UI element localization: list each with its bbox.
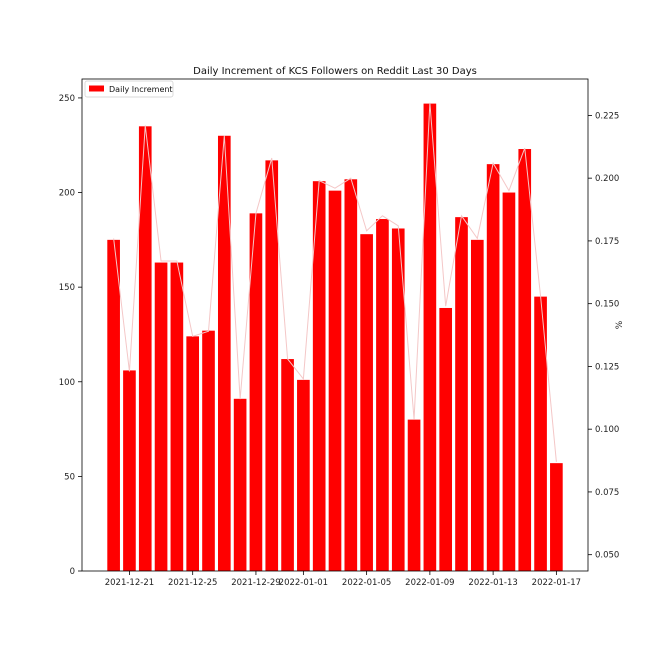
legend-swatch (89, 85, 104, 92)
bar (202, 330, 215, 571)
bar (107, 239, 120, 571)
y-tick-label: 200 (59, 189, 75, 199)
bar (170, 262, 184, 571)
x-tick-label: 2022-01-05 (342, 578, 391, 588)
y2-tick-label: 0.100 (595, 425, 619, 435)
bar (249, 213, 263, 571)
bar (138, 126, 152, 571)
bar (423, 103, 437, 571)
bar (312, 181, 326, 571)
bar (518, 149, 532, 571)
left-y-axis: 0 50 100 150 200 250 (59, 94, 82, 577)
x-tick-label: 2022-01-01 (279, 578, 328, 588)
x-tick-label: 2022-01-17 (532, 578, 581, 588)
y-tick-label: 0 (70, 567, 75, 577)
y-tick-label: 150 (59, 283, 75, 293)
bar (502, 192, 516, 572)
bar (391, 228, 405, 572)
bar (486, 164, 500, 571)
right-y-axis-label: % (615, 320, 625, 329)
bar (186, 336, 200, 571)
chart-title: Daily Increment of KCS Followers on Redd… (193, 66, 477, 77)
bar (439, 307, 453, 571)
legend-box (84, 80, 174, 98)
legend: Daily Increment (84, 80, 174, 98)
x-tick-label: 2021-12-25 (168, 578, 217, 588)
x-tick-label: 2022-01-13 (468, 578, 517, 588)
x-tick-label: 2021-12-29 (231, 578, 280, 588)
bar (265, 160, 279, 571)
percent-line (113, 102, 557, 462)
bar (281, 359, 294, 571)
bar (534, 296, 547, 571)
bar (154, 262, 168, 571)
bar (233, 398, 247, 571)
y2-tick-label: 0.125 (595, 362, 619, 372)
bar (550, 463, 563, 571)
x-axis: 2021-12-21 2021-12-25 2021-12-292022-01-01… (105, 571, 581, 588)
bar (344, 179, 358, 572)
right-y-axis: 0.050 0.075 0.100 0.125 0.150 0.175 0.200 0.225 (588, 111, 619, 561)
y-tick-label: 250 (59, 94, 75, 104)
bar (297, 379, 310, 571)
y2-tick-label: 0.150 (595, 300, 619, 310)
y-tick-label: 100 (59, 378, 75, 388)
legend-entry: Daily Increment (109, 85, 173, 94)
y2-tick-label: 0.050 (595, 551, 619, 561)
bar (123, 370, 136, 571)
y2-tick-label: 0.175 (595, 237, 619, 247)
bar (217, 135, 231, 571)
y-tick-label: 50 (64, 472, 75, 482)
plot-frame (81, 78, 589, 572)
x-tick-label: 2021-12-21 (105, 578, 154, 588)
x-tick-label: 2022-01-09 (405, 578, 454, 588)
percent-line-group (113, 102, 557, 462)
bar (455, 217, 468, 571)
bar (360, 234, 373, 572)
bar (470, 239, 484, 571)
bar (328, 190, 342, 571)
y2-tick-label: 0.200 (595, 174, 619, 184)
y2-tick-label: 0.075 (595, 488, 619, 498)
bar (376, 219, 389, 571)
bars-group (107, 103, 563, 572)
bar (407, 419, 421, 571)
y2-tick-label: 0.225 (595, 111, 619, 121)
